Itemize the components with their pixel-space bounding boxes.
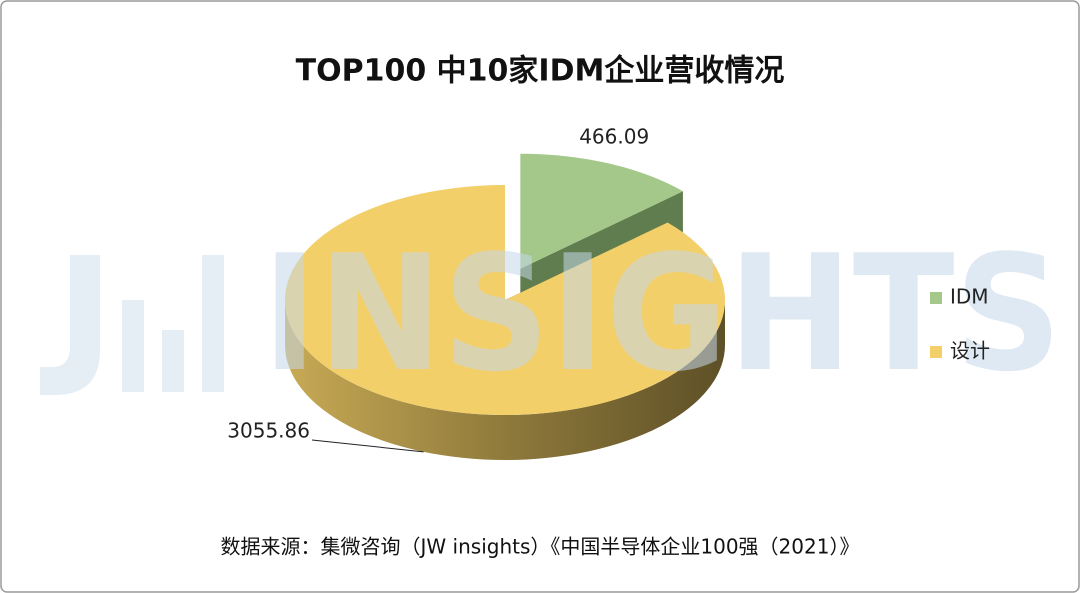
legend-swatch: [930, 346, 942, 358]
source-note: 数据来源：集微咨询（JW insights）《中国半导体企业100强（2021）…: [221, 535, 860, 559]
labels: 466.09 3055.86 IDM 设计: [227, 125, 990, 453]
legend-label: IDM: [950, 285, 989, 309]
slice: [284, 185, 725, 416]
data-label: 466.09: [579, 125, 649, 149]
slice: [520, 153, 683, 269]
watermark: INSIGHTS: [262, 220, 1062, 407]
data-label: 3055.86: [227, 419, 310, 443]
legend-label: 设计: [950, 339, 990, 363]
watermark-logo: [40, 255, 224, 395]
slice-side: [285, 300, 725, 460]
leader-line: [311, 439, 424, 453]
chart-title: TOP100 中10家IDM企业营收情况: [296, 54, 785, 89]
legend-swatch: [930, 292, 942, 304]
pie: [284, 153, 725, 460]
